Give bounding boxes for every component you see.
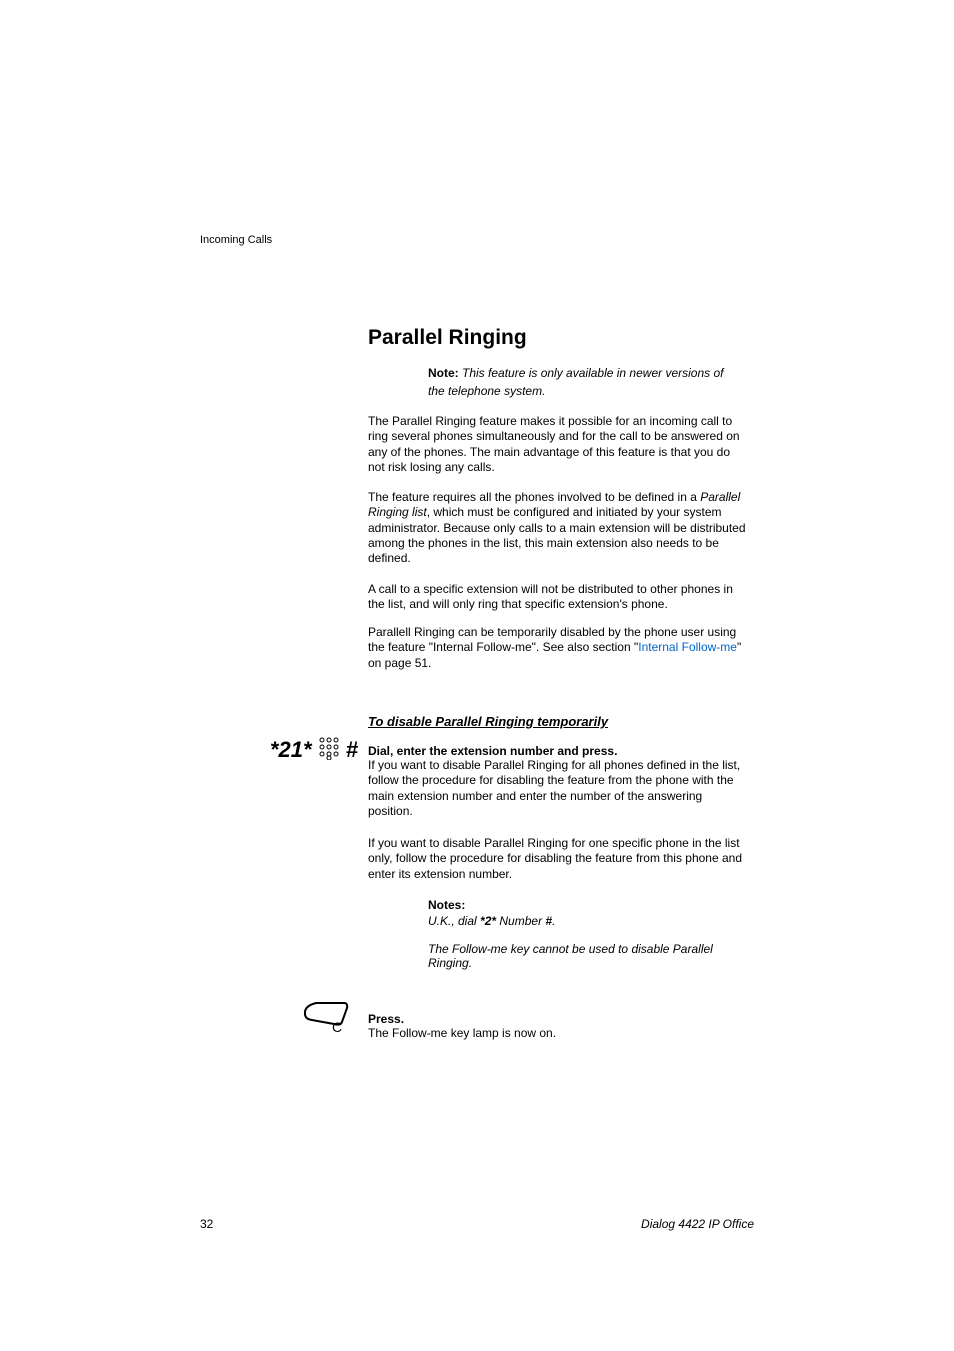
footer-product: Dialog 4422 IP Office [641,1217,754,1231]
internal-followme-link[interactable]: Internal Follow-me [638,640,737,654]
header: Incoming Calls [200,230,272,248]
page-container: Incoming Calls Parallel Ringing Note: Th… [0,0,954,1351]
step-1-text: If you want to disable Parallel Ringing … [368,758,748,819]
dial-code-symbol: *21* # [228,736,358,766]
note-text: This feature is only available in newer … [428,366,723,398]
uk-note: U.K., dial *2* Number #. [428,914,738,928]
keypad-icon [318,736,340,766]
subheading-block: To disable Parallel Ringing temporarily [368,713,748,731]
notes-label: Notes: [428,898,738,912]
paragraph-4: Parallell Ringing can be temporarily dis… [368,625,748,671]
press-text: The Follow-me key lamp is now on. [368,1026,748,1041]
uk-note-a: U.K., dial [428,914,480,928]
page-title: Parallel Ringing [368,326,527,350]
clear-icon: C [302,1000,352,1039]
follow-note: The Follow-me key cannot be used to disa… [428,942,738,970]
paragraph-1: The Parallel Ringing feature makes it po… [368,414,748,475]
note-label: Note: [428,366,459,380]
para2-part-a: The feature requires all the phones invo… [368,490,700,504]
disable-subheading: To disable Parallel Ringing temporarily [368,714,608,729]
uk-note-c: . [552,914,555,928]
note-block: Note: This feature is only available in … [368,364,748,400]
paragraph-2: The feature requires all the phones invo… [368,490,748,567]
uk-note-code: *2* [480,914,496,928]
notes-block: Notes: U.K., dial *2* Number #. The Foll… [368,898,748,970]
paragraph-3: A call to a specific extension will not … [368,582,748,613]
dial-code-pre: *21* [270,737,312,762]
press-block: Press. The Follow-me key lamp is now on. [368,1012,748,1041]
press-label: Press. [368,1012,748,1026]
header-section-label: Incoming Calls [200,234,272,246]
svg-text:C: C [332,1019,342,1034]
step-1-block: Dial, enter the extension number and pre… [368,744,748,819]
step-2-text: If you want to disable Parallel Ringing … [368,836,748,882]
uk-note-b: Number [496,914,545,928]
step-1-title: Dial, enter the extension number and pre… [368,744,748,758]
dial-code-post: # [346,737,358,762]
footer-page-number: 32 [200,1217,213,1231]
